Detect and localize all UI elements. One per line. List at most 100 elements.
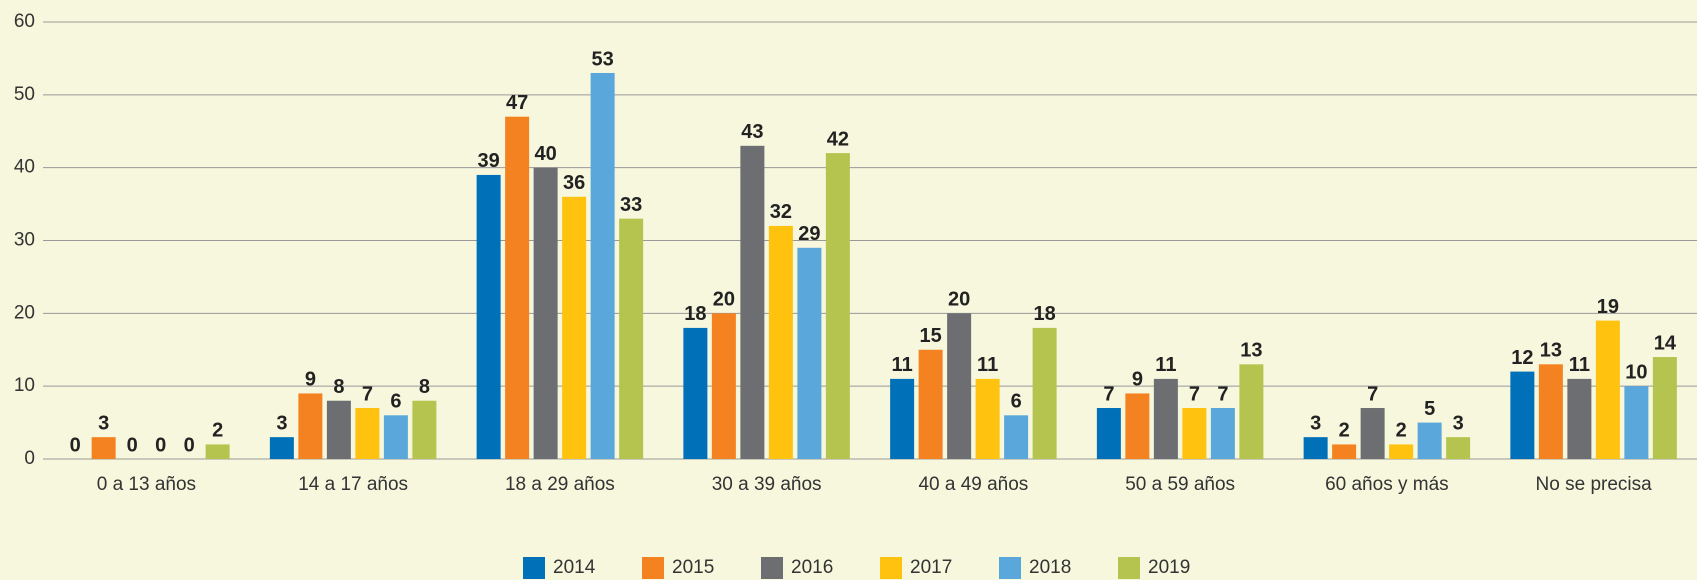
bar (1153, 378, 1178, 459)
data-label: 36 (563, 172, 585, 194)
y-tick-label: 20 (14, 302, 35, 323)
bar (412, 400, 437, 459)
y-tick-label: 10 (14, 375, 35, 396)
data-label: 43 (741, 121, 763, 143)
data-label: 32 (770, 201, 792, 223)
y-tick-label: 40 (14, 157, 35, 178)
data-label: 13 (1240, 340, 1262, 362)
x-tick-label: 0 a 13 años (97, 474, 196, 495)
data-label: 0 (184, 434, 195, 456)
bar (1446, 437, 1471, 459)
data-label: 3 (98, 412, 109, 434)
bar (1125, 393, 1150, 459)
legend-swatch (999, 557, 1021, 579)
data-label: 2 (1339, 420, 1350, 442)
bar (1032, 327, 1057, 459)
y-tick-label: 60 (14, 11, 35, 32)
legend-label: 2018 (1029, 557, 1071, 578)
data-label: 10 (1625, 361, 1647, 383)
bar (590, 72, 615, 459)
bar (797, 247, 822, 459)
data-label: 39 (478, 150, 500, 172)
data-label: 6 (390, 391, 401, 413)
data-label: 20 (713, 289, 735, 311)
data-label: 2 (212, 420, 223, 442)
x-tick-label: 30 a 39 años (712, 474, 822, 495)
x-tick-label: 18 a 29 años (505, 474, 615, 495)
data-label: 3 (276, 412, 287, 434)
bar (1652, 357, 1677, 459)
bar (1624, 386, 1649, 459)
legend-label: 2019 (1148, 557, 1190, 578)
data-label: 8 (333, 376, 344, 398)
data-label: 14 (1654, 332, 1677, 354)
data-label: 19 (1597, 296, 1619, 318)
bar (1239, 364, 1264, 459)
bar (1360, 408, 1385, 459)
bar (1004, 415, 1029, 459)
bar (562, 196, 587, 460)
data-label: 0 (155, 434, 166, 456)
legend-label: 2015 (672, 557, 714, 578)
data-label: 11 (977, 354, 998, 376)
data-label: 3 (1453, 412, 1464, 434)
data-label: 11 (1569, 354, 1590, 376)
data-label: 3 (1310, 412, 1321, 434)
bar (1303, 437, 1328, 459)
bar (533, 167, 558, 459)
data-label: 13 (1540, 340, 1562, 362)
data-label: 12 (1511, 347, 1533, 369)
data-label: 6 (1011, 391, 1022, 413)
x-tick-label: 14 a 17 años (298, 474, 408, 495)
data-label: 8 (419, 376, 430, 398)
data-label: 7 (1367, 383, 1378, 405)
bar (768, 225, 793, 459)
bar (1595, 320, 1620, 459)
data-label: 53 (592, 48, 614, 70)
data-label: 9 (305, 369, 316, 391)
bar (505, 116, 530, 459)
data-label: 18 (1034, 303, 1056, 325)
legend-label: 2017 (910, 557, 952, 578)
data-label: 11 (892, 354, 913, 376)
data-label: 15 (920, 325, 942, 347)
x-tick-label: 60 años y más (1325, 474, 1449, 495)
bar (476, 174, 501, 459)
bar (918, 349, 943, 459)
bar (298, 393, 323, 459)
data-label: 7 (362, 383, 373, 405)
bar (1332, 444, 1357, 459)
x-tick-label: 50 a 59 años (1125, 474, 1235, 495)
data-label: 20 (948, 289, 970, 311)
data-label: 33 (620, 194, 642, 216)
bar (683, 327, 708, 459)
data-label: 29 (798, 223, 820, 245)
legend-swatch (1118, 557, 1140, 579)
data-label: 9 (1132, 369, 1143, 391)
legend-swatch (880, 557, 902, 579)
data-label: 5 (1424, 398, 1435, 420)
bar (740, 145, 765, 460)
bar (975, 378, 1000, 459)
bar (205, 444, 230, 459)
data-label: 7 (1103, 383, 1114, 405)
legend-swatch (523, 557, 545, 579)
y-tick-label: 0 (24, 448, 35, 469)
bar (1182, 408, 1207, 459)
x-tick-label: 40 a 49 años (918, 474, 1028, 495)
data-label: 47 (506, 92, 528, 114)
legend-label: 2016 (791, 557, 833, 578)
bar (1417, 422, 1442, 459)
bar (711, 313, 736, 459)
data-label: 0 (70, 434, 81, 456)
bar (1538, 364, 1563, 459)
x-tick-label: No se precisa (1536, 474, 1653, 495)
y-tick-label: 30 (14, 230, 35, 251)
bar (947, 313, 972, 459)
bar (890, 378, 915, 459)
bar (825, 153, 850, 459)
bar (91, 437, 116, 459)
data-label: 2 (1396, 420, 1407, 442)
data-label: 18 (684, 303, 706, 325)
